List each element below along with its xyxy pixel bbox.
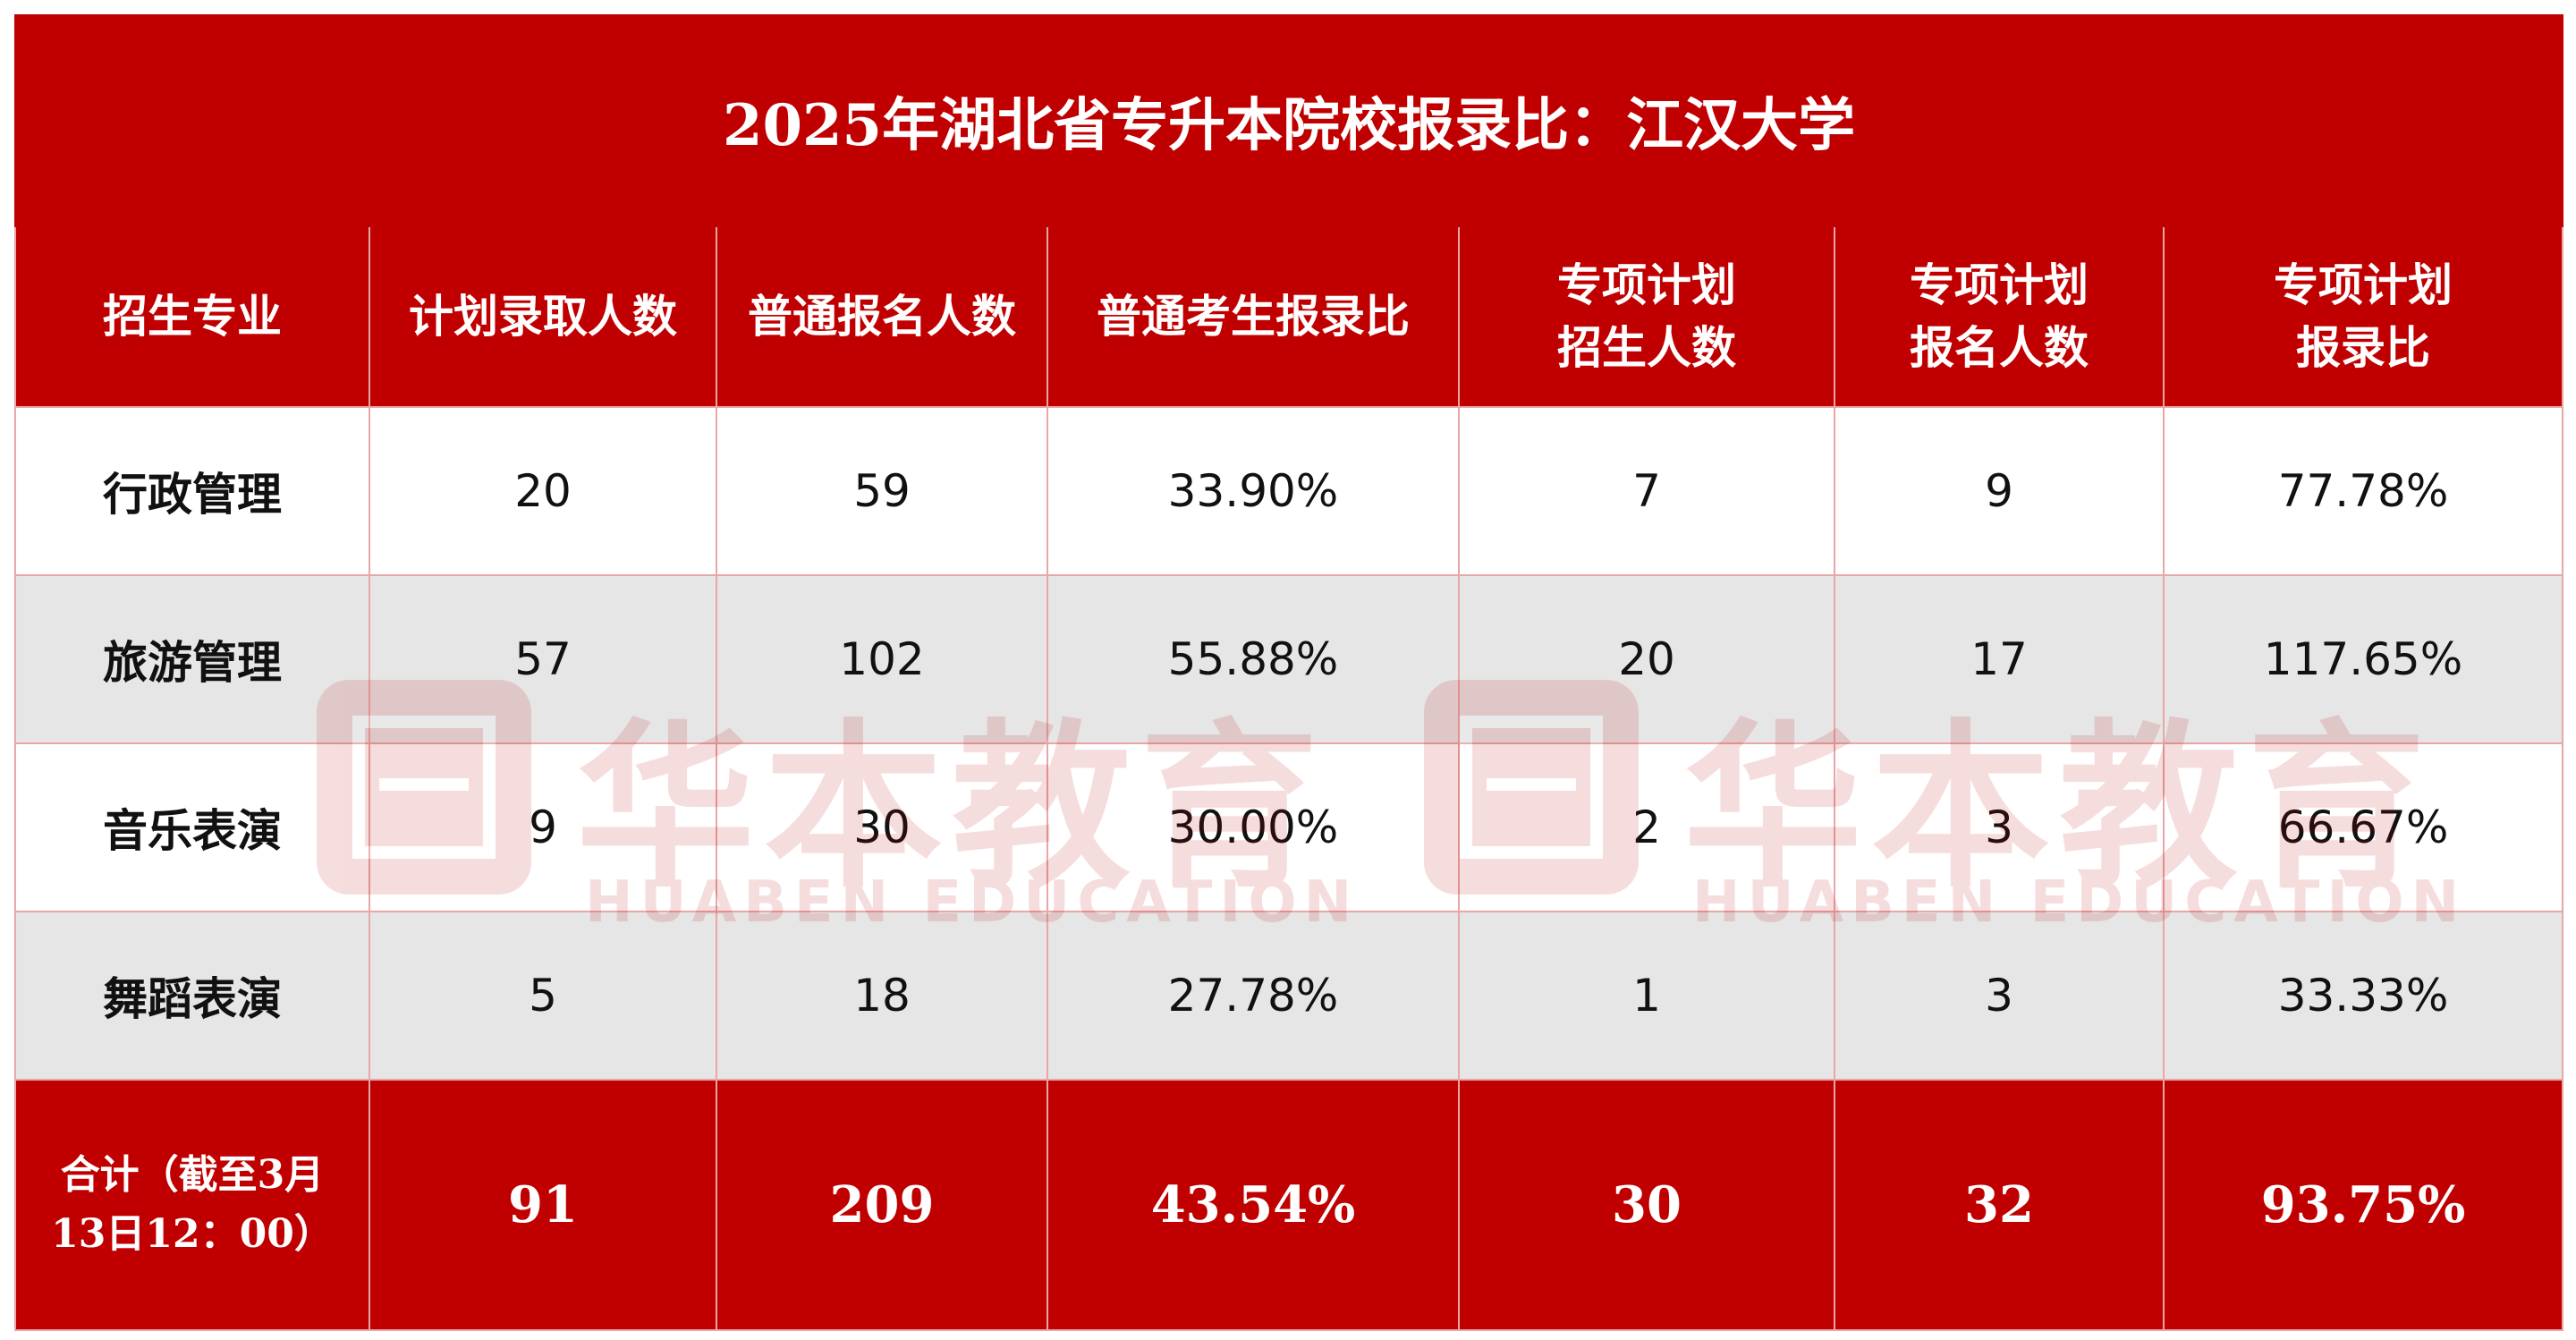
cell-normal-ratio: 55.88% [1046,574,1460,744]
cell-special-apply: 9 [1834,406,2165,576]
header-special-apply-line2: 报名人数 [1910,321,2089,374]
header-normal-ratio: 普通考生报录比 [1046,225,1460,408]
cell-normal-ratio: 30.00% [1046,742,1460,912]
cell-plan: 20 [369,406,717,576]
cell-special-plan: 7 [1458,406,1835,576]
header-major: 招生专业 [14,225,370,408]
total-normal-apply: 209 [716,1079,1048,1331]
cell-plan: 9 [369,742,717,912]
cell-special-plan: 20 [1458,574,1835,744]
cell-special-plan: 2 [1458,742,1835,912]
total-plan: 91 [369,1079,717,1331]
total-label-line1: 合计（截至3月 [60,1152,325,1198]
table-row: 音乐表演 9 30 30.00% 2 3 66.67% [14,742,2564,912]
cell-special-ratio: 33.33% [2162,911,2564,1081]
cell-special-ratio: 117.65% [2162,574,2564,744]
total-label: 合计（截至3月 13日12：00） [14,1079,370,1331]
header-special-plan: 专项计划 招生人数 [1458,225,1835,408]
table-row: 舞蹈表演 5 18 27.78% 1 3 33.33% [14,911,2564,1081]
total-normal-ratio: 43.54% [1046,1079,1460,1331]
cell-special-apply: 3 [1834,742,2165,912]
cell-plan: 57 [369,574,717,744]
header-plan: 计划录取人数 [369,225,717,408]
cell-major: 旅游管理 [14,574,370,744]
table-title: 2025年湖北省专升本院校报录比：江汉大学 [13,14,2564,227]
header-special-plan-line1: 专项计划 [1557,259,1736,311]
cell-major: 音乐表演 [14,742,370,912]
cell-normal-apply: 59 [716,406,1048,576]
cell-special-ratio: 77.78% [2162,406,2564,576]
total-label-line2: 13日12：00） [51,1211,334,1257]
header-special-ratio-line2: 报录比 [2296,321,2431,374]
cell-special-apply: 17 [1834,574,2165,744]
header-special-ratio: 专项计划 报录比 [2162,225,2564,408]
header-normal-apply: 普通报名人数 [716,225,1048,408]
cell-normal-apply: 30 [716,742,1048,912]
header-special-apply-line1: 专项计划 [1910,259,2089,311]
header-special-ratio-line1: 专项计划 [2274,259,2453,311]
cell-plan: 5 [369,911,717,1081]
header-special-plan-line2: 招生人数 [1557,321,1736,374]
cell-major: 行政管理 [14,406,370,576]
cell-major: 舞蹈表演 [14,911,370,1081]
cell-normal-apply: 102 [716,574,1048,744]
header-special-apply: 专项计划 报名人数 [1834,225,2165,408]
cell-normal-ratio: 27.78% [1046,911,1460,1081]
cell-normal-apply: 18 [716,911,1048,1081]
cell-special-ratio: 66.67% [2162,742,2564,912]
admission-ratio-table: 2025年湖北省专升本院校报录比：江汉大学 招生专业 计划录取人数 普通报名人数… [13,14,2564,1331]
table-container: 2025年湖北省专升本院校报录比：江汉大学 招生专业 计划录取人数 普通报名人数… [13,14,2564,1331]
total-special-ratio: 93.75% [2162,1079,2564,1331]
total-special-apply: 32 [1834,1079,2165,1331]
cell-normal-ratio: 33.90% [1046,406,1460,576]
cell-special-apply: 3 [1834,911,2165,1081]
total-row: 合计（截至3月 13日12：00） 91 209 43.54% 30 32 93.… [14,1079,2564,1331]
total-special-plan: 30 [1458,1079,1835,1331]
table-row: 行政管理 20 59 33.90% 7 9 77.78% [14,406,2564,576]
header-row: 招生专业 计划录取人数 普通报名人数 普通考生报录比 专项计划招生人数 专项计划… [14,225,2564,408]
table-row: 旅游管理 57 102 55.88% 20 17 117.65% [14,574,2564,744]
cell-special-plan: 1 [1458,911,1835,1081]
